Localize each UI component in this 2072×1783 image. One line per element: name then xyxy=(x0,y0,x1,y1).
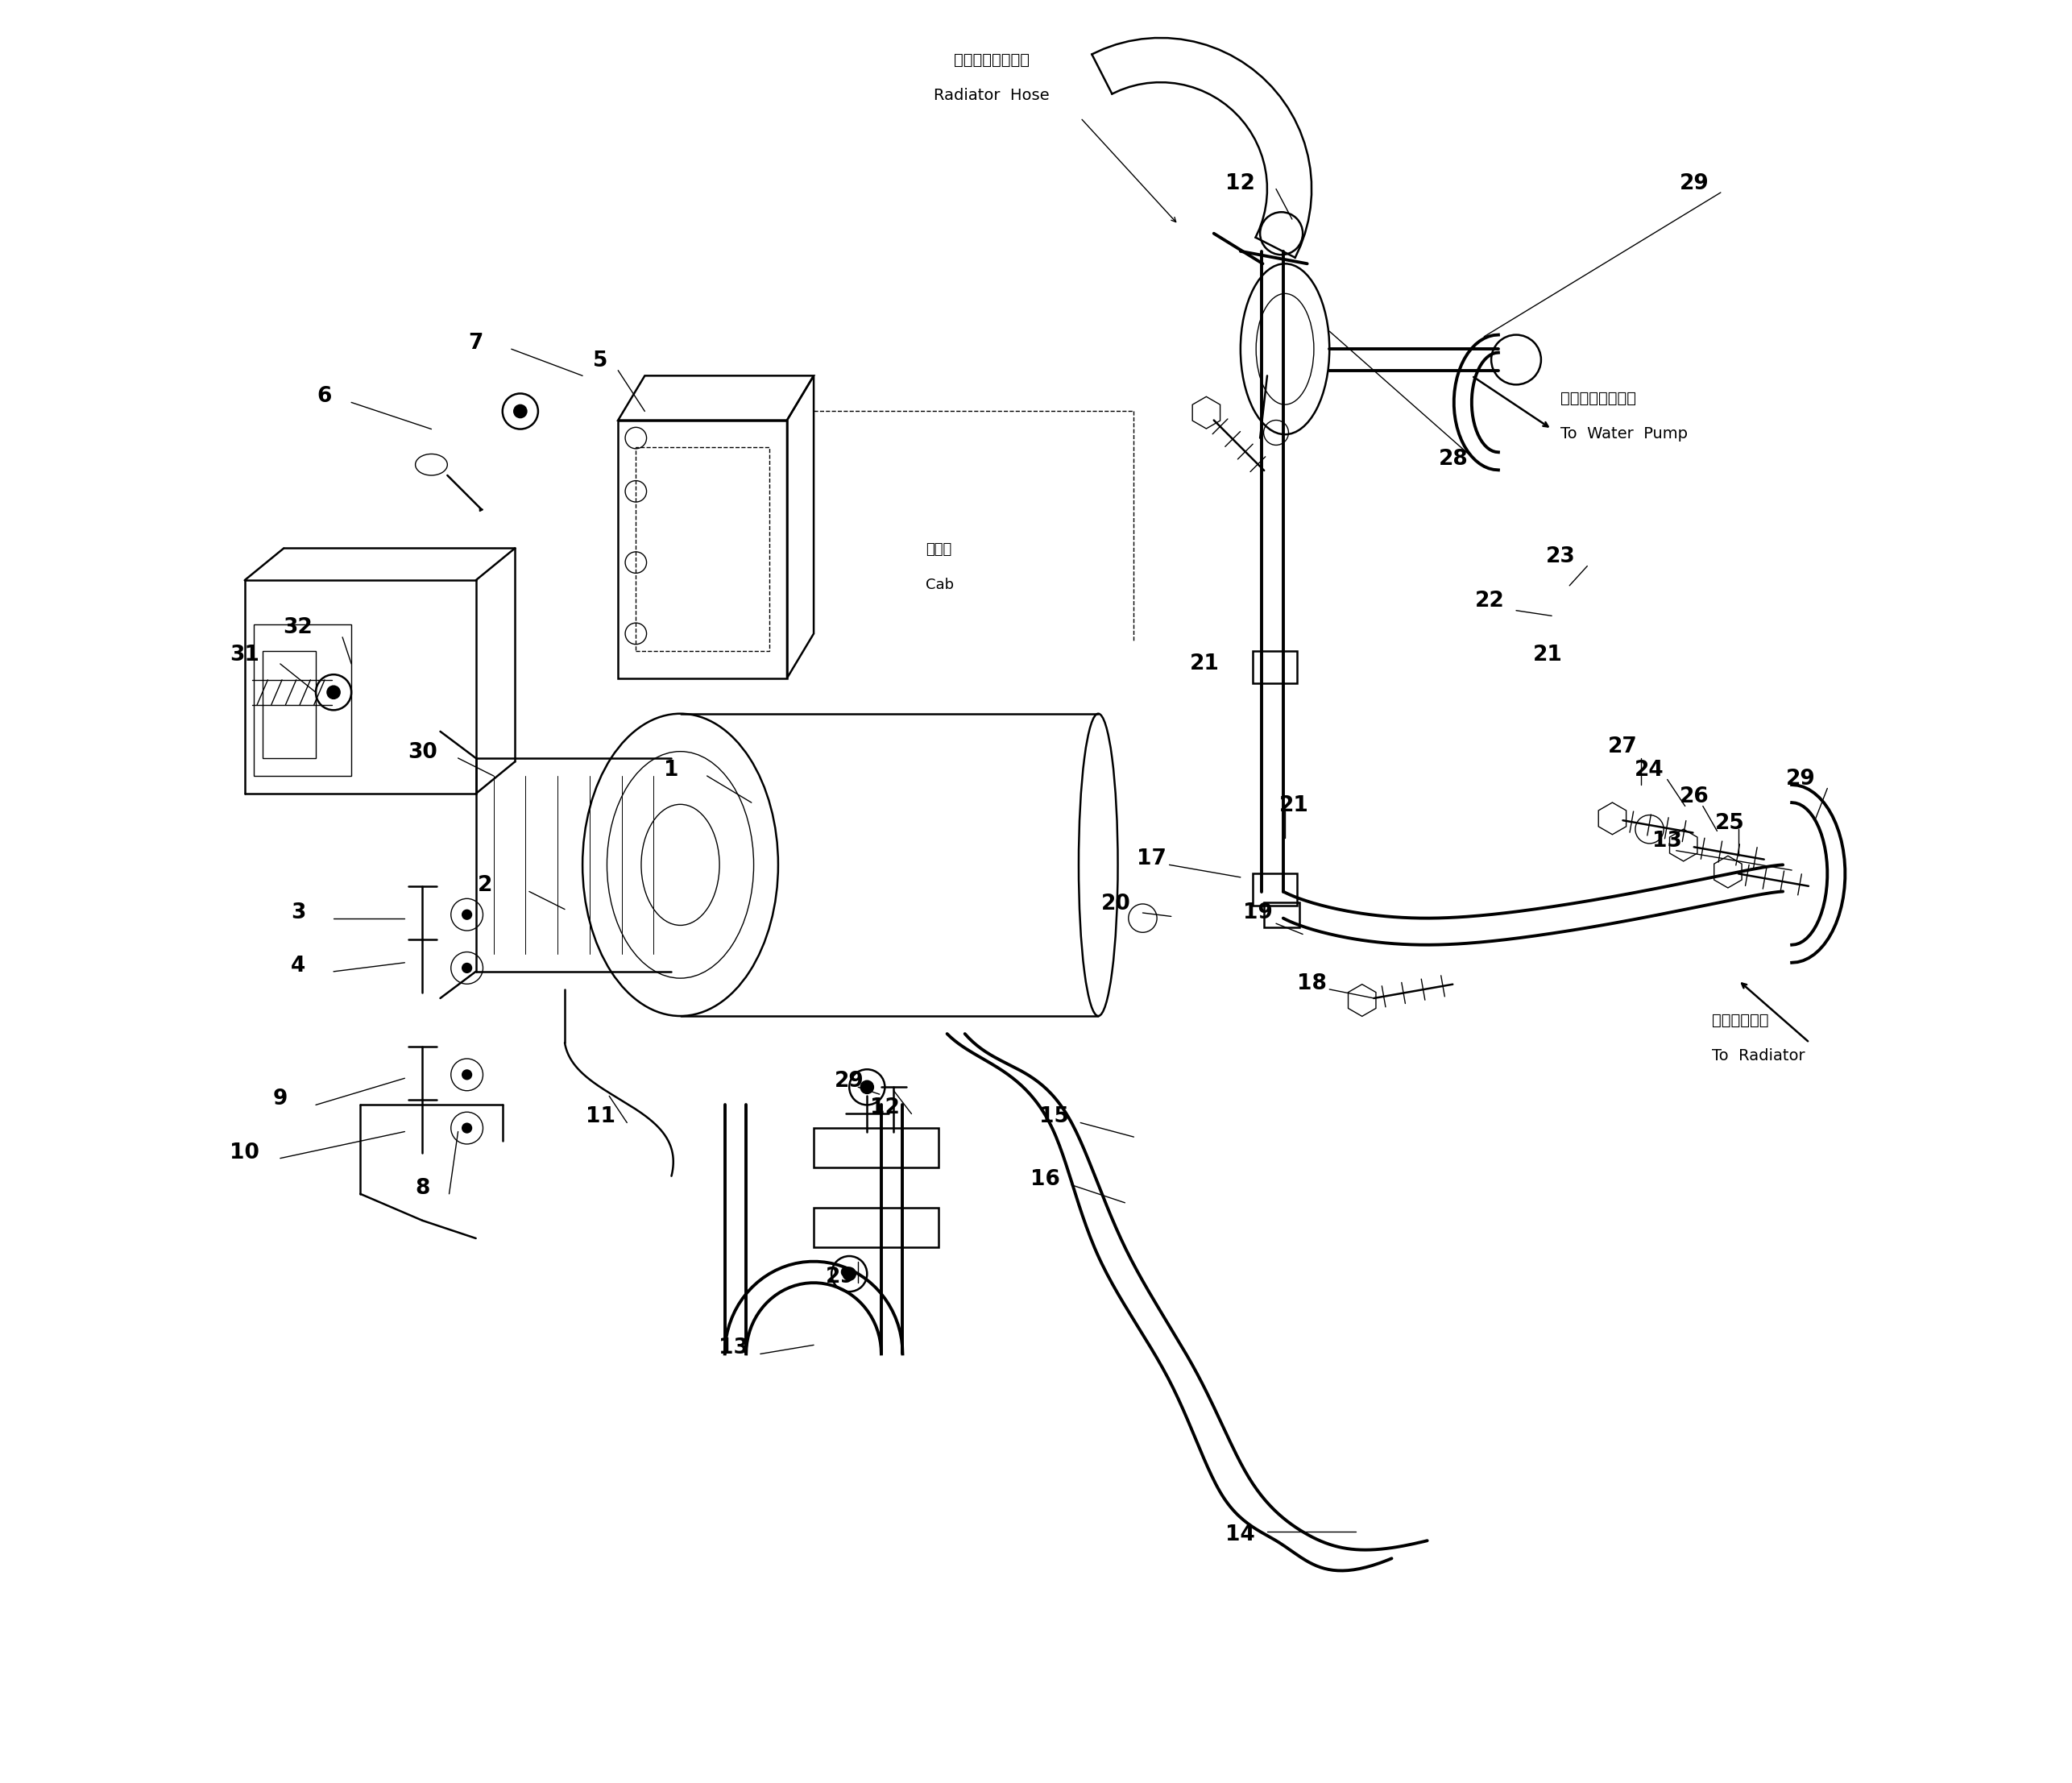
Bar xyxy=(814,1209,939,1246)
Text: 16: 16 xyxy=(1030,1170,1059,1189)
Text: 17: 17 xyxy=(1138,849,1167,870)
Bar xyxy=(1254,651,1297,683)
Text: 13: 13 xyxy=(719,1337,748,1359)
Text: 31: 31 xyxy=(230,644,259,665)
Text: 32: 32 xyxy=(284,617,313,638)
Circle shape xyxy=(514,405,528,419)
Text: 21: 21 xyxy=(1278,795,1310,817)
Text: ウォータポンプへ: ウォータポンプへ xyxy=(1560,390,1637,405)
Text: 30: 30 xyxy=(408,742,437,763)
Text: 23: 23 xyxy=(1546,546,1575,567)
Text: 29: 29 xyxy=(1786,768,1815,790)
Text: 14: 14 xyxy=(1227,1524,1256,1546)
Text: 6: 6 xyxy=(317,387,332,407)
Text: Radiator  Hose: Radiator Hose xyxy=(934,87,1048,103)
Text: 10: 10 xyxy=(230,1143,259,1163)
Bar xyxy=(1264,902,1299,927)
Circle shape xyxy=(841,1266,856,1280)
Bar xyxy=(263,651,315,758)
Text: 13: 13 xyxy=(1653,831,1682,852)
Circle shape xyxy=(860,1080,874,1095)
Bar xyxy=(253,624,352,776)
Text: 25: 25 xyxy=(1716,813,1745,834)
Text: 21: 21 xyxy=(1189,653,1220,674)
Text: 27: 27 xyxy=(1608,736,1637,758)
Text: 18: 18 xyxy=(1297,974,1326,995)
Text: 8: 8 xyxy=(414,1179,429,1198)
Text: To  Radiator: To Radiator xyxy=(1711,1048,1805,1064)
Text: 7: 7 xyxy=(468,333,483,353)
Text: 12: 12 xyxy=(870,1098,899,1118)
Circle shape xyxy=(327,685,340,699)
Text: 29: 29 xyxy=(835,1072,864,1091)
Text: 22: 22 xyxy=(1475,590,1504,612)
Bar xyxy=(636,448,769,651)
Text: 28: 28 xyxy=(1440,449,1469,469)
Text: 15: 15 xyxy=(1038,1107,1069,1127)
Ellipse shape xyxy=(414,455,448,476)
Text: 3: 3 xyxy=(290,902,305,924)
Text: 29: 29 xyxy=(825,1266,856,1287)
Text: To  Water  Pump: To Water Pump xyxy=(1560,426,1689,440)
Text: キャブ: キャブ xyxy=(926,542,951,556)
Text: Cab: Cab xyxy=(926,578,953,592)
Text: 2: 2 xyxy=(477,875,493,897)
Circle shape xyxy=(462,1070,472,1080)
Text: 19: 19 xyxy=(1243,902,1272,924)
Text: 29: 29 xyxy=(1678,173,1709,194)
Text: 11: 11 xyxy=(586,1107,615,1127)
Circle shape xyxy=(462,1123,472,1134)
Text: ラジエータホース: ラジエータホース xyxy=(953,52,1030,68)
Text: 4: 4 xyxy=(290,956,305,977)
Circle shape xyxy=(462,909,472,920)
Text: 21: 21 xyxy=(1533,644,1562,665)
Text: ラジエータへ: ラジエータへ xyxy=(1711,1013,1769,1029)
Text: 5: 5 xyxy=(593,351,607,371)
Bar xyxy=(814,1129,939,1168)
Text: 20: 20 xyxy=(1100,893,1131,915)
Text: 9: 9 xyxy=(274,1089,288,1109)
Text: 26: 26 xyxy=(1678,786,1709,808)
Bar xyxy=(1254,874,1297,906)
Text: 12: 12 xyxy=(1227,173,1256,194)
Text: 24: 24 xyxy=(1635,760,1664,781)
Text: 1: 1 xyxy=(663,760,680,781)
Circle shape xyxy=(462,963,472,974)
